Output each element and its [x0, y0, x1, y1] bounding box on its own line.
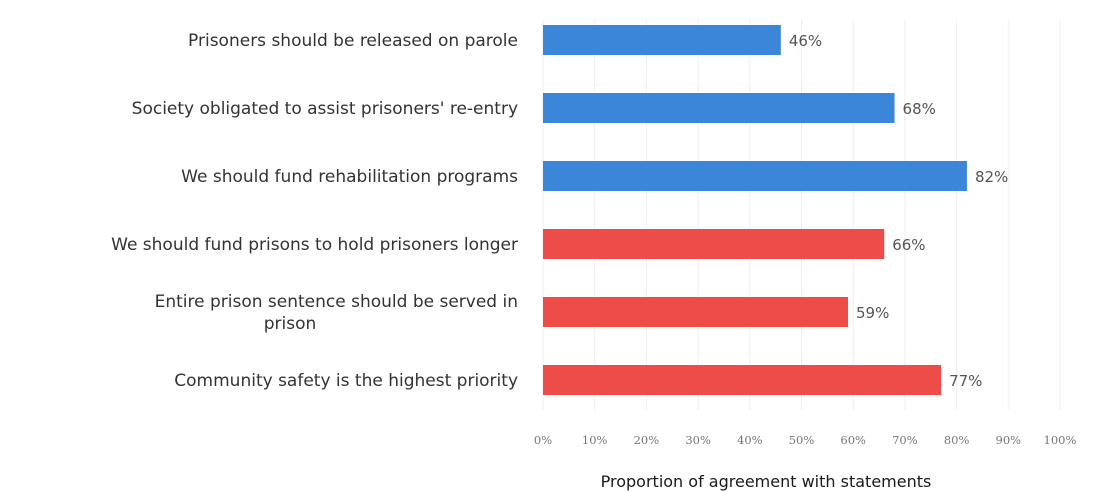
value-labels: 46% 68% 82% 66% 59% 77%: [789, 32, 1008, 390]
x-tick-label: 100%: [1044, 433, 1077, 447]
x-tick-label: 70%: [892, 433, 918, 447]
bar: [543, 93, 895, 123]
value-label: 68%: [903, 100, 936, 118]
x-tick-label: 10%: [582, 433, 608, 447]
category-label: prison: [264, 314, 317, 334]
value-label: 82%: [975, 168, 1008, 186]
value-label: 66%: [892, 236, 925, 254]
bar: [543, 365, 942, 395]
gridlines: [542, 20, 1061, 410]
bars: [543, 25, 967, 395]
x-tick-label: 60%: [840, 433, 866, 447]
bar: [543, 297, 849, 327]
x-tick-label: 80%: [944, 433, 970, 447]
category-label: Entire prison sentence should be served …: [155, 292, 518, 312]
x-tick-label: 40%: [737, 433, 763, 447]
category-label: We should fund rehabilitation programs: [181, 167, 518, 187]
x-tick-label: 50%: [789, 433, 815, 447]
bar: [543, 229, 885, 259]
value-label: 59%: [856, 304, 889, 322]
x-axis-title: Proportion of agreement with statements: [601, 472, 932, 491]
x-tick-label: 0%: [534, 433, 552, 447]
x-tick-label: 30%: [685, 433, 711, 447]
category-labels: Prisoners should be released on parole So…: [111, 31, 518, 391]
category-label: Society obligated to assist prisoners' r…: [132, 99, 518, 119]
x-tick-label: 20%: [634, 433, 660, 447]
x-tick-label: 90%: [996, 433, 1022, 447]
category-label: Prisoners should be released on parole: [188, 31, 518, 51]
x-axis-ticks: 0% 10% 20% 30% 40% 50% 60% 70% 80% 90% 100%: [534, 433, 1077, 447]
category-label: We should fund prisons to hold prisoners…: [111, 235, 518, 255]
bar: [543, 25, 781, 55]
value-label: 77%: [949, 372, 982, 390]
value-label: 46%: [789, 32, 822, 50]
bar: [543, 161, 967, 191]
category-label: Community safety is the highest priority: [174, 371, 518, 391]
